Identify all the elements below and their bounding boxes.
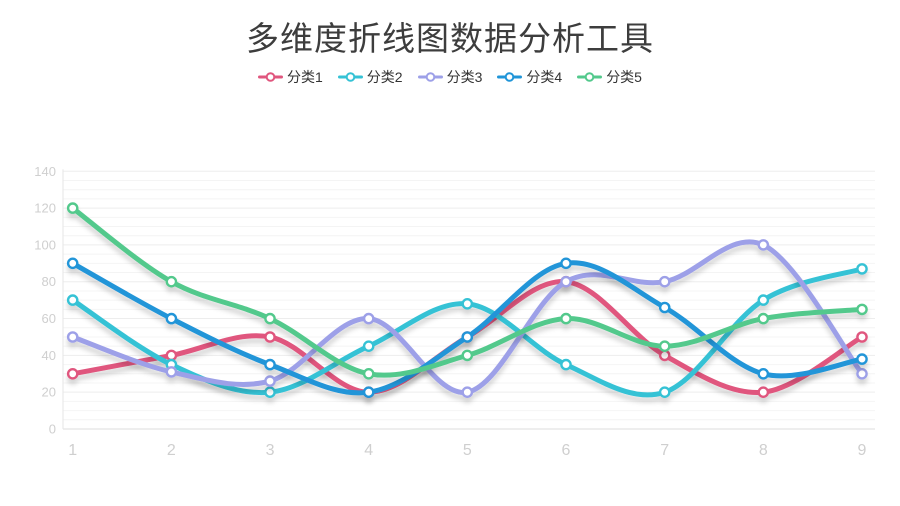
legend-label: 分类4 <box>526 69 563 85</box>
x-axis-label: 4 <box>364 442 373 459</box>
x-axis-label: 5 <box>463 442 472 459</box>
y-axis-label: 0 <box>49 422 56 437</box>
legend-item-1[interactable]: 分类1 <box>258 67 323 87</box>
data-point[interactable] <box>66 257 79 270</box>
data-point[interactable] <box>757 367 770 380</box>
data-point[interactable] <box>66 202 79 214</box>
data-point[interactable] <box>658 386 671 399</box>
data-point[interactable] <box>757 294 770 306</box>
data-point[interactable] <box>66 294 79 306</box>
data-point[interactable] <box>658 301 671 314</box>
y-axis-label: 120 <box>34 201 56 216</box>
data-point[interactable] <box>264 331 276 343</box>
data-point[interactable] <box>362 340 375 353</box>
data-point[interactable] <box>264 386 276 399</box>
data-point[interactable] <box>362 312 375 325</box>
data-point[interactable] <box>658 349 671 362</box>
data-point[interactable] <box>757 312 770 325</box>
legend-label: 分类2 <box>366 69 403 85</box>
legend-item-4[interactable]: 分类4 <box>497 67 562 87</box>
data-point[interactable] <box>856 353 868 365</box>
data-point[interactable] <box>560 275 572 288</box>
y-axis-label: 100 <box>34 237 56 252</box>
legend-label: 分类3 <box>446 69 483 85</box>
data-point[interactable] <box>856 303 868 316</box>
legend-marker-icon <box>337 72 363 82</box>
data-point[interactable] <box>658 340 671 353</box>
y-axis-label: 20 <box>42 385 56 400</box>
y-axis-label: 140 <box>34 164 56 179</box>
data-point[interactable] <box>856 331 868 343</box>
legend-label: 分类1 <box>287 69 323 85</box>
data-point[interactable] <box>461 331 474 343</box>
data-point[interactable] <box>461 386 474 399</box>
x-axis-label: 9 <box>858 442 867 459</box>
data-point[interactable] <box>264 375 276 387</box>
data-point[interactable] <box>66 367 79 380</box>
data-point[interactable] <box>165 312 178 325</box>
axis-labels: 0 20 40 60 80 100 120 140 1 2 3 4 5 6 7 8 9 <box>34 164 866 459</box>
data-point[interactable] <box>264 312 276 325</box>
grid <box>62 169 875 430</box>
data-point[interactable] <box>560 312 572 325</box>
x-axis-label: 1 <box>68 442 77 459</box>
legend-item-3[interactable]: 分类3 <box>417 67 483 87</box>
data-point[interactable] <box>362 386 375 399</box>
data-point[interactable] <box>560 358 572 371</box>
data-point[interactable] <box>856 263 868 275</box>
data-point[interactable] <box>264 358 276 371</box>
x-axis-label: 8 <box>759 442 768 459</box>
data-point[interactable] <box>165 275 178 288</box>
data-point[interactable] <box>560 257 572 270</box>
x-axis-label: 6 <box>562 442 571 459</box>
legend-item-2[interactable]: 分类2 <box>337 67 403 87</box>
legend-marker-icon <box>497 72 523 82</box>
legend: 分类1 分类2 分类3 分类4 分类5 <box>0 66 900 88</box>
legend-label: 分类5 <box>606 69 642 85</box>
y-axis-label: 60 <box>42 311 56 326</box>
legend-item-5[interactable]: 分类5 <box>577 67 642 87</box>
y-axis-label: 40 <box>42 348 56 363</box>
x-axis-label: 3 <box>266 442 275 459</box>
legend-marker-icon <box>258 72 283 82</box>
data-point[interactable] <box>757 239 770 251</box>
data-point[interactable] <box>658 275 671 288</box>
data-point[interactable] <box>856 367 868 380</box>
series-5 <box>66 202 868 380</box>
data-point[interactable] <box>165 366 178 378</box>
series-4 <box>66 257 868 399</box>
legend-marker-icon <box>417 72 443 82</box>
chart-title: 多维度折线图数据分析工具 <box>246 20 654 57</box>
y-axis-label: 80 <box>42 274 56 289</box>
series-3 <box>66 239 868 399</box>
data-point[interactable] <box>757 386 770 399</box>
data-point[interactable] <box>461 297 474 310</box>
legend-marker-icon <box>577 72 603 82</box>
x-axis-label: 7 <box>660 442 669 459</box>
x-axis-label: 2 <box>167 442 176 459</box>
data-point[interactable] <box>362 367 375 380</box>
data-point[interactable] <box>66 331 79 343</box>
data-point[interactable] <box>461 349 474 362</box>
data-point[interactable] <box>165 349 178 362</box>
